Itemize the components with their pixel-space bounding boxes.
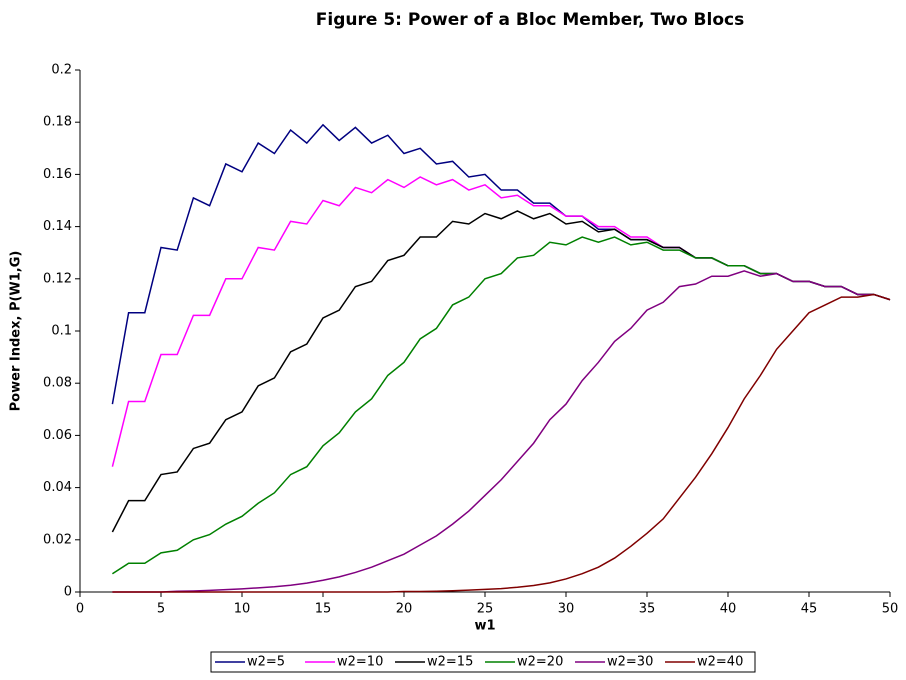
legend-label: w2=15	[427, 655, 473, 670]
x-tick-label: 0	[76, 602, 84, 617]
y-tick-label: 0.16	[43, 167, 72, 182]
x-tick-label: 15	[315, 602, 332, 617]
series-line	[112, 293, 891, 593]
x-tick-label: 35	[639, 602, 656, 617]
legend-label: w2=30	[607, 655, 653, 670]
x-tick-label: 40	[720, 602, 737, 617]
x-tick-label: 30	[558, 602, 575, 617]
y-tick-label: 0.12	[43, 271, 72, 286]
x-tick-label: 45	[801, 602, 818, 617]
series-line	[112, 270, 891, 593]
legend-label: w2=5	[247, 655, 285, 670]
series-line	[111, 236, 891, 575]
series-line	[111, 210, 891, 533]
series-line	[111, 123, 891, 405]
y-tick-label: 0.18	[43, 115, 72, 130]
legend-box	[210, 651, 756, 673]
y-axis-title: Power Index, P(W1,G)	[9, 251, 24, 412]
legend-label: w2=20	[517, 655, 563, 670]
y-tick-label: 0	[64, 585, 72, 600]
y-tick-label: 0.2	[51, 63, 72, 78]
x-axis-title: w1	[474, 619, 495, 634]
legend-label: w2=10	[337, 655, 383, 670]
y-tick-label: 0.02	[43, 532, 72, 547]
y-tick-label: 0.14	[43, 219, 72, 234]
y-tick-label: 0.1	[51, 324, 72, 339]
x-tick-label: 5	[157, 602, 165, 617]
x-tick-label: 20	[396, 602, 413, 617]
y-tick-label: 0.08	[43, 376, 72, 391]
x-tick-label: 10	[234, 602, 251, 617]
chart-title: Figure 5: Power of a Bloc Member, Two Bl…	[316, 10, 744, 30]
x-tick-label: 25	[477, 602, 494, 617]
series-line	[111, 176, 891, 467]
y-tick-label: 0.04	[43, 480, 72, 495]
y-tick-label: 0.06	[43, 428, 72, 443]
x-tick-label: 50	[882, 602, 899, 617]
legend-label: w2=40	[697, 655, 743, 670]
